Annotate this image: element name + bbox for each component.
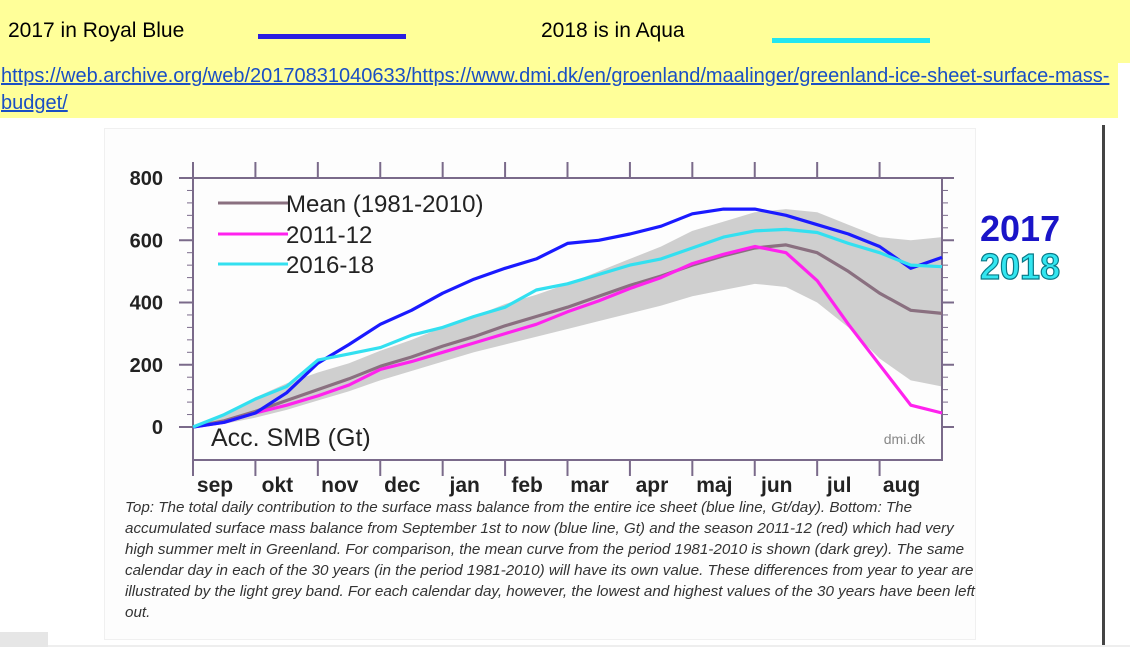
month-label: apr [636,474,669,497]
legend-2018-label: 2018 is in Aqua [541,19,685,42]
month-label: sep [197,474,233,497]
link-banner [0,63,1118,118]
variability-band [193,209,942,427]
series-line-2016-17 [192,207,943,429]
legend-entry: 2011-12 [286,222,372,249]
series-line-2017-18 [192,227,943,429]
month-label: jul [826,474,852,497]
month-label: dec [384,474,421,497]
y-axis-label: Acc. SMB (Gt) [211,424,371,452]
legend-2017-swatch [258,34,406,39]
y-tick-label: 400 [130,293,163,315]
month-label: maj [696,474,732,497]
month-label: okt [262,474,294,497]
month-label: aug [883,474,920,497]
corner-block [0,632,48,647]
month-label: jun [760,474,793,497]
chart-panel [104,128,976,640]
series-line-mean-1981-2010- [192,243,943,429]
source-link[interactable]: https://web.archive.org/web/201708310406… [1,65,1110,114]
month-label: mar [570,474,609,497]
month-label: jan [448,474,479,497]
legend-entry: Mean (1981-2010) [286,191,483,218]
year-2017-label: 2017 [980,208,1061,249]
legend-2017-label: 2017 in Royal Blue [8,19,185,42]
y-tick-label: 0 [152,417,163,439]
legend-2018-swatch [772,38,930,43]
series-line-2011-12 [192,244,943,429]
y-tick-label: 200 [130,355,163,377]
figure-caption: Top: The total daily contribution to the… [125,499,975,621]
right-divider [1102,125,1105,645]
legend-entry: 2016-18 [286,252,374,279]
month-label: feb [511,474,543,497]
month-label: nov [321,474,359,497]
top-banner [0,0,1130,63]
y-tick-label: 800 [130,168,163,190]
bottom-divider [48,645,1130,647]
watermark: dmi.dk [884,431,926,447]
y-tick-label: 600 [130,230,163,252]
year-2018-label: 2018 [979,245,1061,287]
